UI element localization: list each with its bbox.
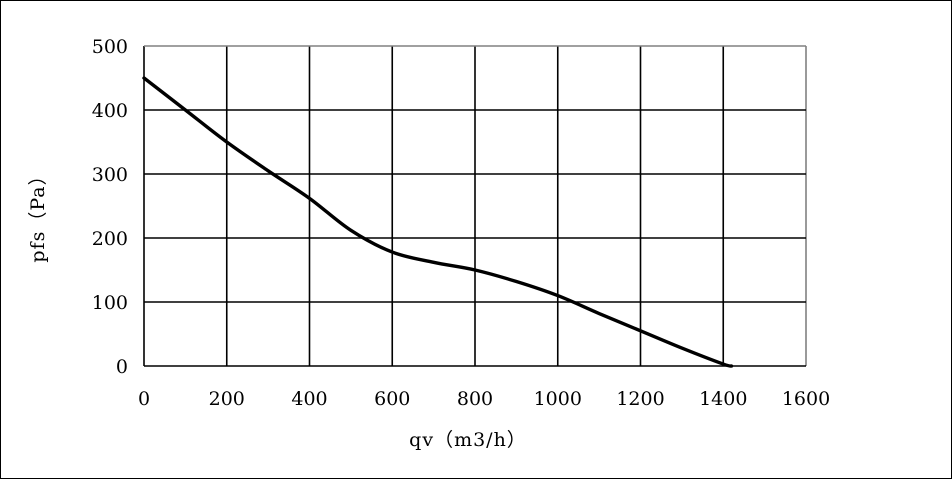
x-tick-label: 600 (374, 388, 410, 410)
series-layer (142, 76, 734, 368)
x-axis-title: qv（m3/h） (409, 429, 527, 451)
y-tick-label: 200 (92, 228, 128, 250)
y-axis-title: pfs（Pa） (27, 165, 49, 262)
y-tick-label: 500 (92, 36, 128, 58)
x-tick-label: 1400 (699, 388, 747, 410)
x-tick-label: 200 (209, 388, 245, 410)
y-tick-label: 300 (92, 164, 128, 186)
y-tick-label: 400 (92, 100, 128, 122)
y-tick-labels: 0 100 200 300 400 500 (92, 36, 128, 378)
y-tick-label: 0 (116, 356, 128, 378)
y-tick-label: 100 (92, 292, 128, 314)
x-tick-labels: 0 200 400 600 800 1000 1200 1400 1600 (138, 388, 830, 410)
x-tick-label: 800 (457, 388, 493, 410)
series-line-0 (142, 76, 734, 368)
x-tick-label: 400 (291, 388, 327, 410)
x-tick-label: 1600 (782, 388, 830, 410)
grid-layer (143, 45, 807, 367)
x-tick-label: 1200 (616, 388, 664, 410)
x-tick-label: 1000 (534, 388, 582, 410)
x-tick-label: 0 (138, 388, 150, 410)
